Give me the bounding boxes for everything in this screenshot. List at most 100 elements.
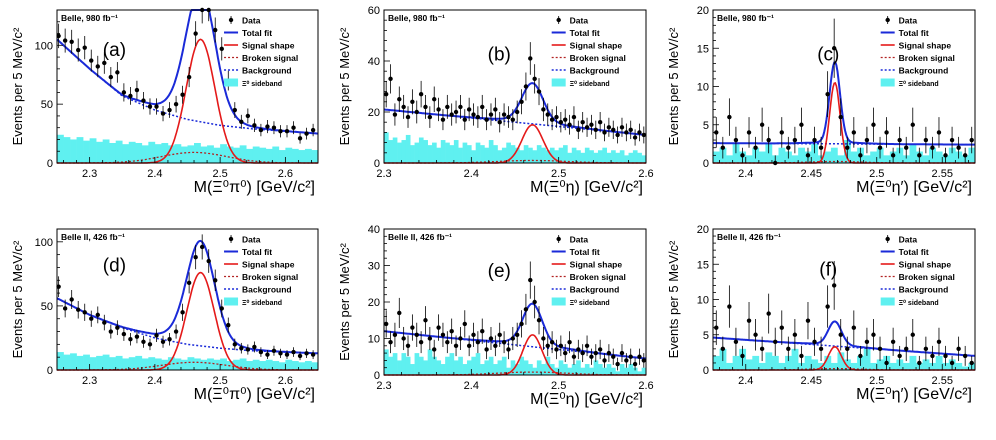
- data-point: [759, 122, 765, 127]
- x-tick-label: 2.3: [376, 380, 391, 392]
- sideband-bin: [200, 359, 208, 370]
- data-point: [956, 145, 961, 150]
- data-point: [580, 350, 585, 356]
- data-point: [528, 277, 533, 283]
- sideband-bin: [563, 364, 568, 375]
- sideband-bin: [70, 353, 77, 370]
- sideband-bin: [758, 151, 766, 163]
- sideband-bin: [493, 145, 498, 163]
- legend-entry: Background: [570, 66, 620, 76]
- x-axis-title: M(Ξ⁰π⁰) [GeV/c²]: [194, 179, 315, 196]
- sideband-bin: [532, 367, 538, 375]
- data-point: [418, 91, 424, 97]
- chart-panel-b: 2.3 2.4 2.5 2.6 0 20 40 60 Events per 5 MeV/c² M(…: [337, 5, 654, 196]
- y-tick-label: 20: [368, 107, 380, 119]
- x-tick-label: 2.5: [551, 168, 566, 180]
- sideband-bin: [449, 353, 455, 375]
- data-point: [897, 353, 902, 359]
- sideband-bin: [863, 348, 871, 370]
- data-point: [720, 346, 726, 352]
- legend-entry: Data: [570, 235, 589, 245]
- legend-data-symbol: [556, 236, 561, 242]
- sideband-bin: [545, 150, 551, 163]
- data-point: [759, 346, 765, 352]
- sideband-bin: [745, 155, 753, 163]
- data-point: [271, 348, 277, 353]
- data-point: [584, 125, 590, 130]
- sideband-bin: [458, 147, 463, 163]
- x-tick-label: 2.3: [376, 168, 391, 180]
- data-point: [632, 361, 638, 367]
- data-point: [458, 104, 463, 110]
- sideband-bin: [207, 145, 214, 163]
- data-point: [397, 310, 402, 316]
- legend-data-symbol: [556, 17, 561, 23]
- data-point: [56, 33, 61, 39]
- sideband-bin: [501, 147, 507, 163]
- legend-entry: Data: [242, 235, 261, 245]
- data-point: [545, 112, 550, 117]
- sideband-bin: [589, 367, 594, 375]
- sideband-bin: [628, 152, 634, 163]
- y-tick-label: 10: [697, 82, 709, 94]
- sideband-bin: [488, 140, 494, 163]
- data-point: [917, 360, 922, 366]
- sideband-bin: [510, 360, 516, 375]
- y-tick-label: 20: [697, 224, 709, 236]
- sideband-bin: [515, 364, 520, 375]
- x-tick-label: 2.4: [464, 380, 479, 392]
- data-point: [284, 129, 290, 134]
- legend-entry: Signal shape: [570, 260, 623, 270]
- data-points: [56, 7, 316, 144]
- sideband-bin: [902, 362, 910, 370]
- data-point: [484, 117, 489, 122]
- data-point: [519, 99, 524, 105]
- x-tick-label: 2.5: [869, 168, 884, 180]
- sideband-bin: [641, 367, 647, 375]
- sideband-bin: [311, 362, 319, 370]
- sideband-bin: [824, 355, 832, 370]
- data-point: [466, 343, 472, 348]
- data-point: [558, 343, 564, 348]
- data-point: [226, 322, 231, 328]
- data-point: [186, 280, 192, 286]
- sideband-bin: [824, 151, 832, 163]
- data-point: [121, 90, 127, 95]
- data-point: [528, 56, 533, 61]
- sideband-bin: [246, 148, 254, 163]
- data-point: [923, 137, 929, 143]
- sideband-bin: [497, 360, 503, 375]
- sideband-bin: [909, 143, 917, 163]
- data-point: [567, 339, 572, 345]
- data-point: [510, 336, 516, 341]
- y-tick-label: 40: [368, 56, 380, 68]
- chart-panel-f: 2.4 2.45 2.5 2.55 0 5 10 15 20 Events per 5 MeV/c…: [666, 224, 976, 403]
- data-points: [714, 260, 974, 370]
- data-point: [845, 145, 850, 150]
- data-point: [541, 107, 546, 112]
- data-point: [589, 354, 594, 359]
- plot-frame: [383, 9, 647, 164]
- data-point: [232, 342, 238, 347]
- sideband-bin: [128, 357, 136, 370]
- data-point: [943, 153, 948, 158]
- sideband-bin: [458, 356, 463, 375]
- legend-entry: Broken signal: [570, 53, 626, 63]
- sideband-bin: [732, 355, 740, 370]
- sideband-bin: [239, 358, 247, 370]
- sideband-bin: [148, 141, 156, 163]
- legend-entry: Total fit: [242, 247, 272, 257]
- data-point: [753, 332, 758, 337]
- x-tick-label: 2.45: [801, 168, 822, 180]
- legend: Data Total fit Signal shape Broken signal Ba…: [224, 16, 298, 88]
- data-point: [252, 344, 257, 350]
- data-point: [740, 153, 745, 158]
- legend-sideband-symbol: [224, 78, 239, 87]
- sideband-bin: [850, 362, 858, 370]
- data-point: [897, 137, 902, 143]
- legend-entry: Total fit: [899, 28, 929, 38]
- data-point: [632, 135, 638, 140]
- data-point: [291, 125, 296, 130]
- data-point: [956, 346, 961, 352]
- data-point: [397, 97, 402, 102]
